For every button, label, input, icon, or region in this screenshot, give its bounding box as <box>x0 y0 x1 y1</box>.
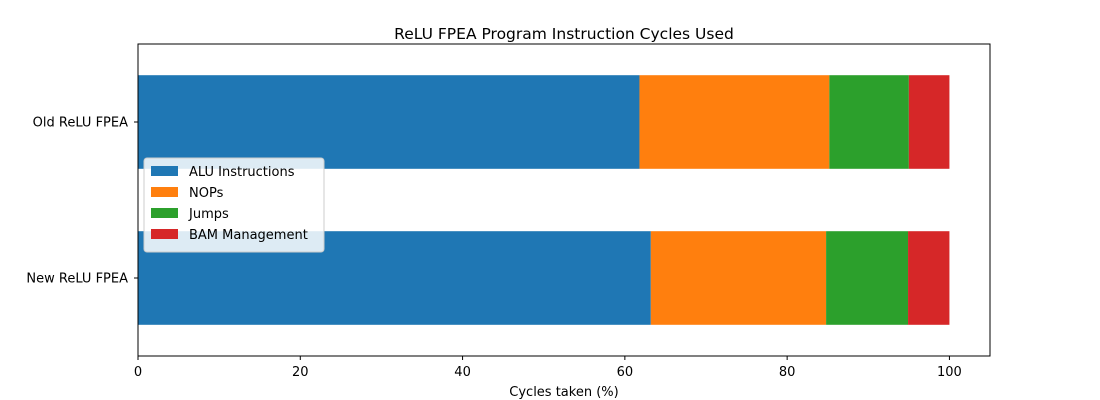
bar-new-relu-fpea-bam-management <box>908 231 950 325</box>
legend-swatch <box>151 208 178 218</box>
legend-label: Jumps <box>188 207 229 222</box>
bar-old-relu-fpea-alu-instructions <box>138 75 640 169</box>
legend-label: NOPs <box>189 186 224 201</box>
bar-new-relu-fpea-jumps <box>826 231 909 325</box>
legend-label: BAM Management <box>189 228 308 243</box>
x-tick-label: 100 <box>937 365 962 380</box>
legend: ALU Instructions NOPs Jumps BAM Management <box>143 157 325 253</box>
x-tick-label: 80 <box>779 365 796 380</box>
legend-swatch <box>151 166 178 176</box>
bar-old-relu-fpea-nops <box>639 75 830 169</box>
x-axis-label: Cycles taken (%) <box>509 385 618 400</box>
bars-layer <box>138 75 950 325</box>
y-axis: Old ReLU FPEA New ReLU FPEA <box>26 116 138 287</box>
legend-box <box>143 157 325 253</box>
legend-swatch <box>151 187 178 197</box>
y-tick-label: Old ReLU FPEA <box>33 116 128 131</box>
x-tick-label: 40 <box>454 365 471 380</box>
x-tick-label: 0 <box>134 365 142 380</box>
x-axis: 0 20 40 60 80 100 <box>134 356 962 380</box>
plot-frame <box>137 43 991 357</box>
bar-new-relu-fpea-nops <box>650 231 827 325</box>
bar-old-relu-fpea-bam-management <box>908 75 950 169</box>
legend-swatch <box>151 229 178 239</box>
x-tick-label: 60 <box>617 365 634 380</box>
chart-title: ReLU FPEA Program Instruction Cycles Use… <box>394 25 734 43</box>
y-tick-label: New ReLU FPEA <box>26 272 128 287</box>
bar-old-relu-fpea-jumps <box>829 75 909 169</box>
x-tick-label: 20 <box>292 365 309 380</box>
legend-label: ALU Instructions <box>189 165 295 180</box>
